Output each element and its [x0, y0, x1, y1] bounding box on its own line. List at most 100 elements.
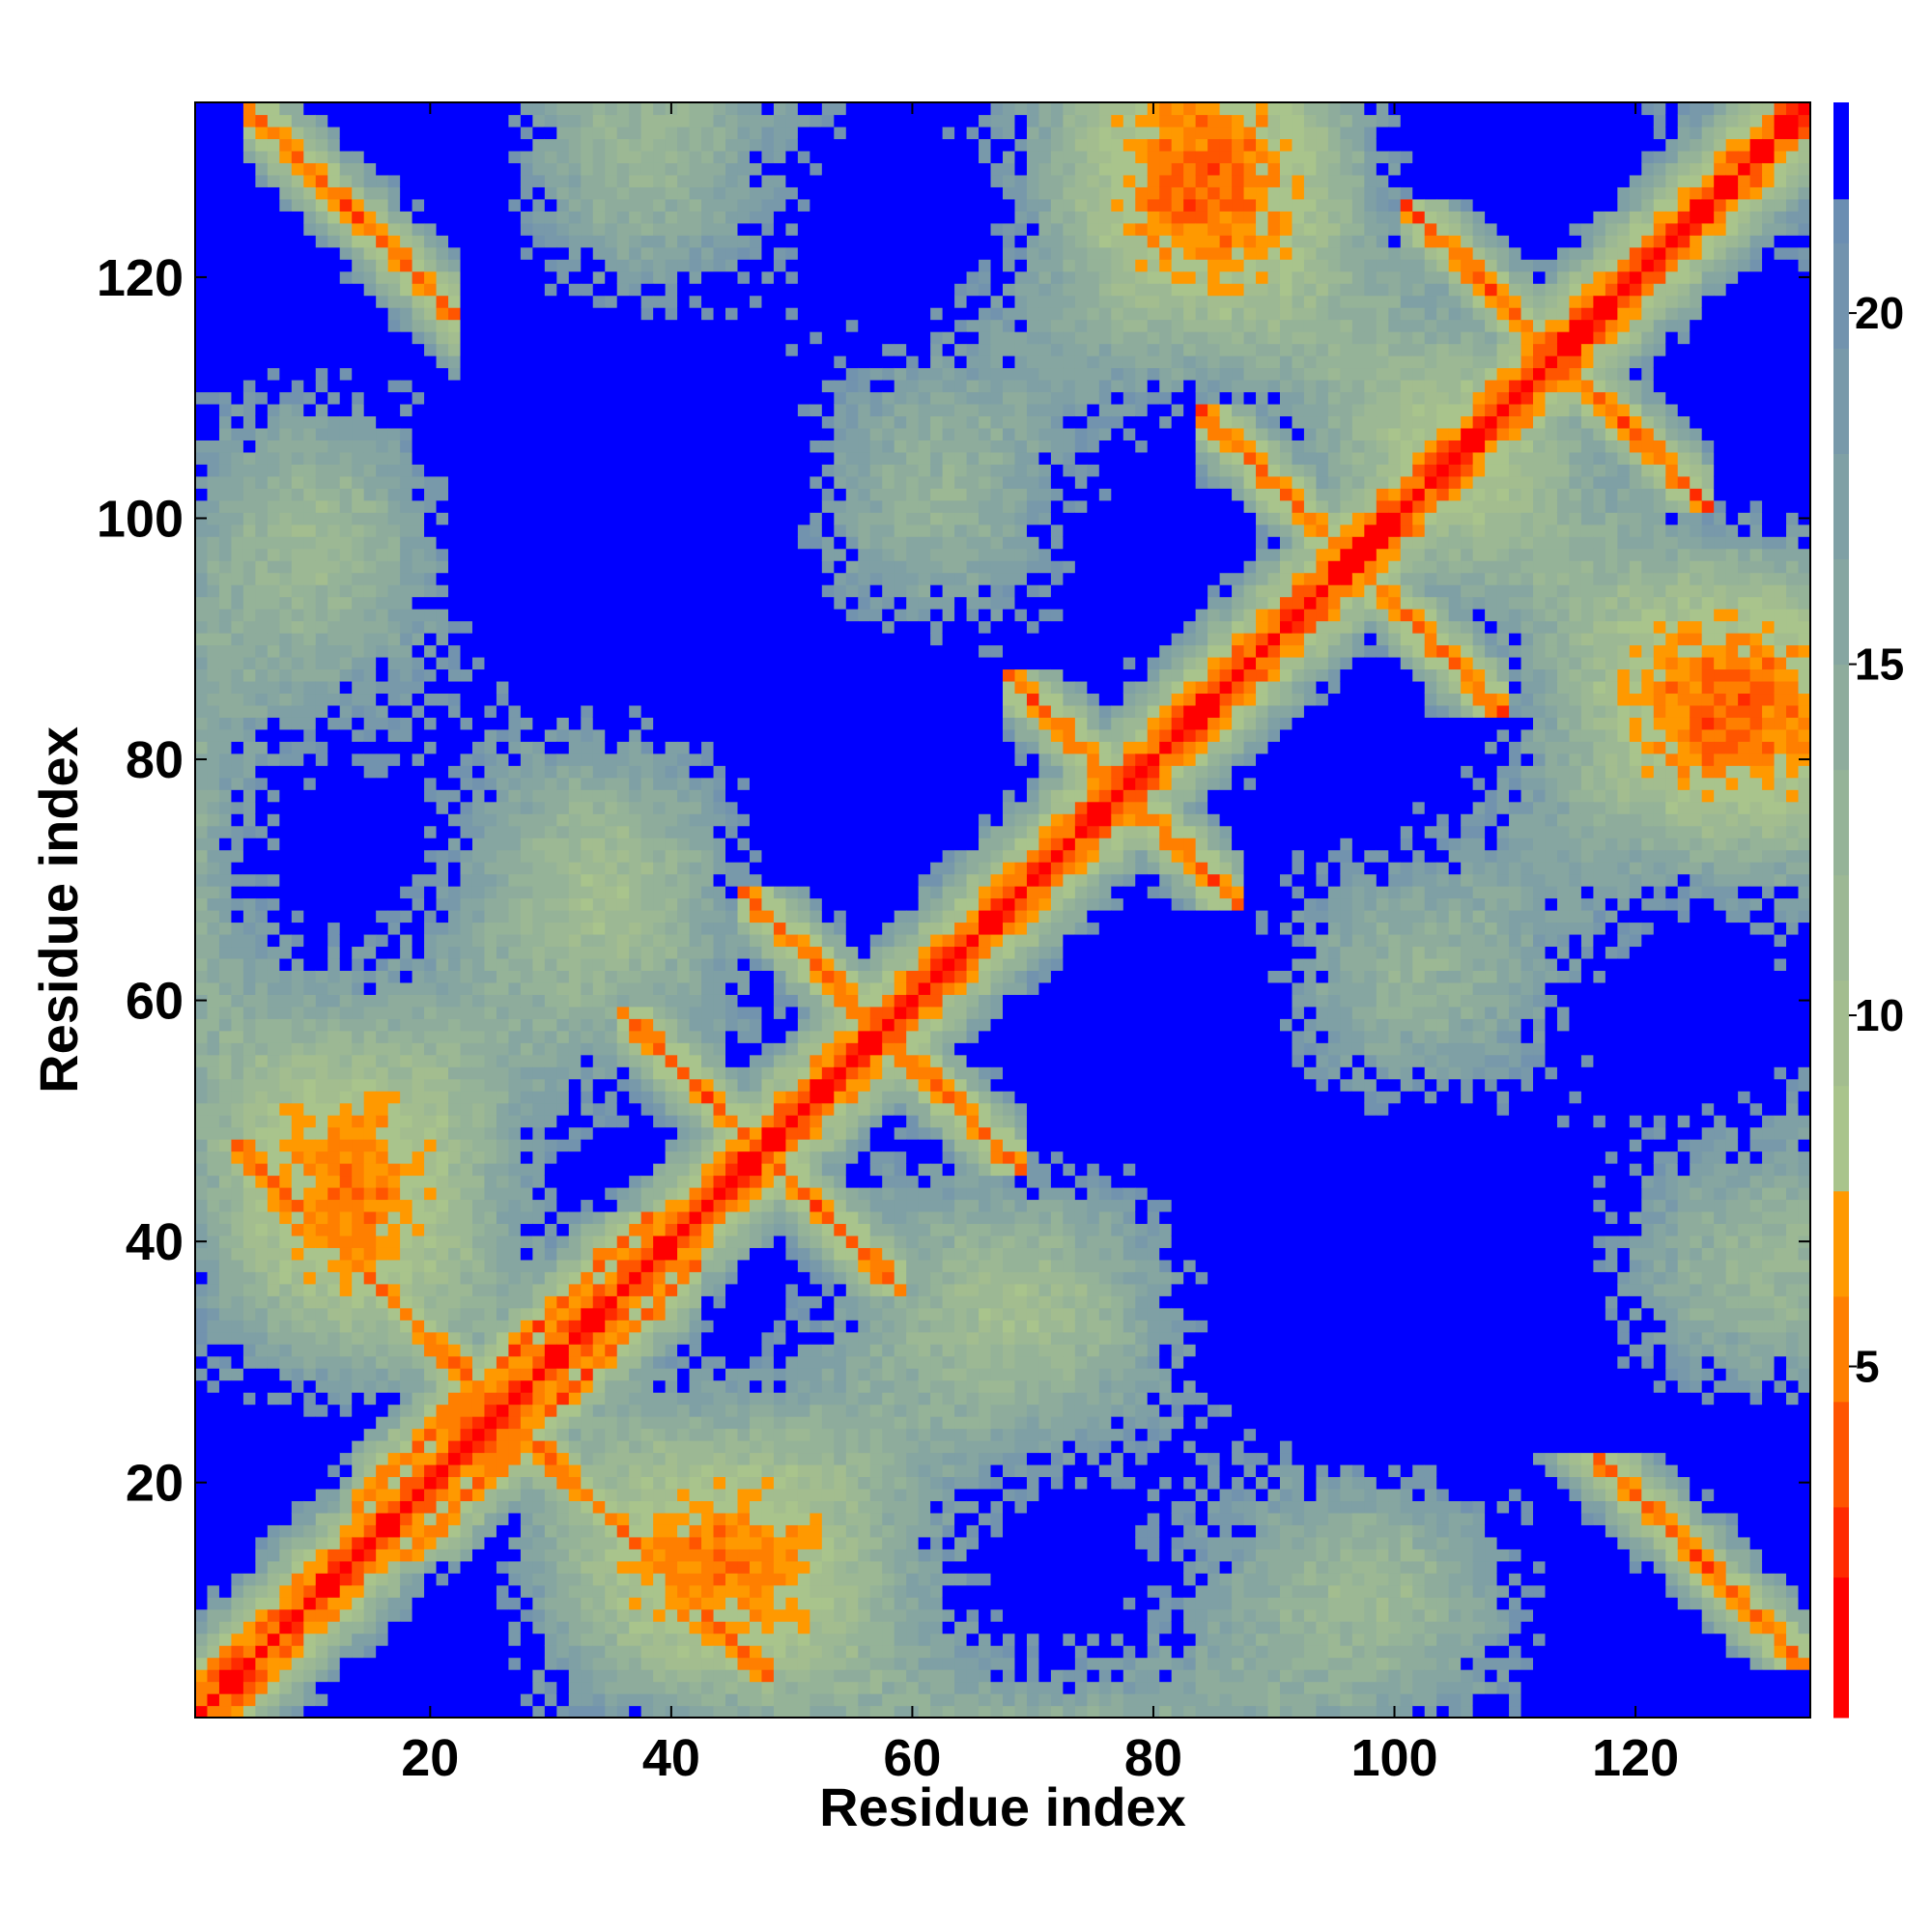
heatmap-cell: [255, 886, 268, 898]
heatmap-cell: [605, 259, 617, 271]
heatmap-cell: [255, 223, 268, 236]
heatmap-cell: [424, 994, 437, 1007]
heatmap-cell: [629, 296, 641, 308]
heatmap-cell: [219, 1079, 232, 1092]
heatmap-cell: [207, 693, 219, 705]
heatmap-cell: [255, 1597, 268, 1609]
heatmap-cell: [292, 320, 304, 332]
heatmap-cell: [292, 391, 304, 404]
heatmap-cell: [376, 320, 388, 332]
heatmap-cell: [497, 778, 509, 790]
heatmap-cell: [521, 1236, 533, 1248]
heatmap-cell: [448, 1356, 461, 1369]
heatmap-cell: [268, 331, 280, 344]
heatmap-cell: [400, 741, 412, 753]
heatmap-cell: [569, 512, 582, 525]
heatmap-cell: [497, 1416, 509, 1429]
heatmap-cell: [556, 331, 569, 344]
heatmap-cell: [508, 283, 521, 296]
heatmap-cell: [376, 162, 388, 175]
heatmap-cell: [376, 1151, 388, 1164]
heatmap-cell: [521, 1176, 533, 1188]
heatmap-cell: [437, 970, 449, 982]
heatmap-cell: [219, 1176, 232, 1188]
heatmap-cell: [292, 1440, 304, 1453]
heatmap-cell: [388, 668, 401, 681]
heatmap-cell: [231, 1597, 243, 1609]
heatmap-cell: [532, 934, 545, 947]
heatmap-cell: [569, 1706, 582, 1719]
heatmap-cell: [292, 1561, 304, 1574]
heatmap-cell: [340, 573, 353, 585]
heatmap-cell: [569, 898, 582, 911]
heatmap-cell: [581, 874, 593, 887]
heatmap-cell: [437, 621, 449, 634]
heatmap-cell: [219, 813, 232, 826]
heatmap-cell: [593, 802, 606, 814]
heatmap-cell: [400, 1127, 412, 1140]
heatmap-cell: [231, 1103, 243, 1116]
heatmap-cell: [316, 910, 328, 923]
heatmap-cell: [497, 247, 509, 260]
heatmap-cell: [581, 1018, 593, 1031]
heatmap-cell: [279, 151, 292, 163]
heatmap-cell: [569, 597, 582, 610]
heatmap-cell: [207, 1176, 219, 1188]
heatmap-cell: [316, 1332, 328, 1345]
heatmap-cell: [412, 1356, 425, 1369]
heatmap-cell: [231, 1706, 243, 1719]
heatmap-cell: [484, 235, 497, 247]
heatmap-cell: [508, 826, 521, 838]
heatmap-cell: [437, 1561, 449, 1574]
heatmap-cell: [255, 162, 268, 175]
heatmap-cell: [545, 1489, 557, 1501]
heatmap-cell: [532, 753, 545, 766]
heatmap-cell: [497, 1344, 509, 1356]
heatmap-cell: [497, 741, 509, 753]
heatmap-cell: [231, 898, 243, 911]
heatmap-cell: [593, 428, 606, 440]
heatmap-cell: [195, 934, 208, 947]
heatmap-cell: [207, 1042, 219, 1055]
heatmap-cell: [412, 958, 425, 971]
heatmap-cell: [364, 1440, 377, 1453]
heatmap-cell: [508, 162, 521, 175]
heatmap-cell: [424, 934, 437, 947]
heatmap-cell: [376, 1356, 388, 1369]
heatmap-cell: [472, 1537, 485, 1549]
heatmap-cell: [316, 1271, 328, 1284]
heatmap-cell: [340, 934, 353, 947]
heatmap-cell: [437, 271, 449, 284]
heatmap-cell: [461, 102, 473, 115]
heatmap-cell: [532, 235, 545, 247]
heatmap-cell: [255, 838, 268, 850]
heatmap-cell: [243, 789, 256, 802]
heatmap-cell: [497, 1464, 509, 1477]
heatmap-cell: [593, 778, 606, 790]
heatmap-cell: [629, 1513, 641, 1525]
heatmap-cell: [364, 464, 377, 476]
heatmap-cell: [243, 114, 256, 127]
heatmap-cell: [231, 1440, 243, 1453]
heatmap-cell: [412, 151, 425, 163]
heatmap-cell: [437, 1658, 449, 1670]
heatmap-cell: [629, 1368, 641, 1380]
heatmap-cell: [629, 247, 641, 260]
heatmap-cell: [268, 1260, 280, 1272]
heatmap-cell: [593, 1513, 606, 1525]
heatmap-cell: [316, 1489, 328, 1501]
heatmap-cell: [424, 681, 437, 694]
heatmap-cell: [521, 958, 533, 971]
heatmap-cell: [521, 151, 533, 163]
heatmap-cell: [581, 1452, 593, 1464]
heatmap-cell: [497, 1561, 509, 1574]
heatmap-cell: [243, 1392, 256, 1405]
heatmap-cell: [437, 1356, 449, 1369]
heatmap-cell: [521, 705, 533, 718]
heatmap-cell: [629, 307, 641, 320]
heatmap-cell: [617, 404, 630, 416]
heatmap-cell: [303, 428, 316, 440]
heatmap-cell: [569, 1247, 582, 1260]
heatmap-cell: [327, 1018, 340, 1031]
heatmap-cell: [340, 1018, 353, 1031]
